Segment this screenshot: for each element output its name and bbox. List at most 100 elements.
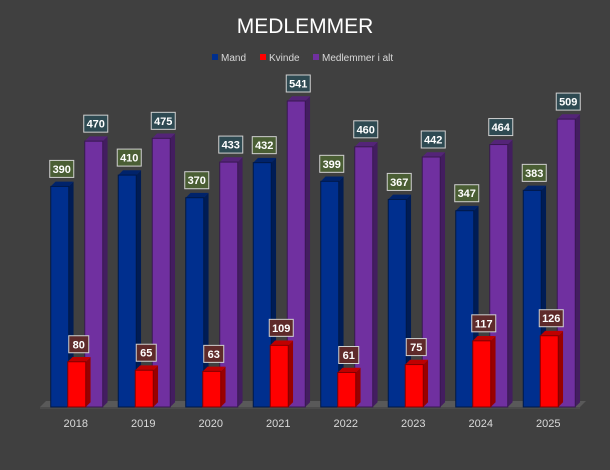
floor-edge bbox=[40, 407, 580, 409]
data-label-text: 80 bbox=[73, 339, 85, 351]
data-label-0-2022: 399 bbox=[319, 154, 345, 173]
data-label-text: 442 bbox=[424, 134, 442, 146]
data-label-box bbox=[268, 318, 294, 337]
data-label-box bbox=[203, 344, 225, 363]
data-label-0-2025: 383 bbox=[521, 163, 547, 182]
bar-side bbox=[305, 96, 311, 407]
data-label-box bbox=[555, 92, 581, 111]
data-label-text: 432 bbox=[255, 140, 273, 152]
data-label-1-2019: 65 bbox=[135, 343, 157, 362]
data-label-box bbox=[68, 335, 90, 354]
data-label-box bbox=[150, 111, 176, 130]
data-label-box bbox=[454, 184, 480, 203]
legend-swatch-2 bbox=[313, 54, 319, 60]
x-tick-label-2018: 2018 bbox=[64, 418, 88, 430]
bar-side bbox=[490, 336, 496, 407]
data-label-box bbox=[184, 171, 210, 190]
bar-front bbox=[185, 197, 205, 408]
x-tick-label-2020: 2020 bbox=[199, 418, 223, 430]
bar-top bbox=[540, 330, 564, 336]
data-label-box bbox=[49, 159, 75, 178]
bar-side bbox=[170, 133, 176, 407]
x-tick-label-2025: 2025 bbox=[536, 418, 560, 430]
data-label-box bbox=[386, 172, 412, 191]
bar-front bbox=[522, 189, 542, 408]
bar-top bbox=[388, 194, 412, 200]
data-label-1-2023: 75 bbox=[405, 338, 427, 357]
bar-top bbox=[219, 157, 243, 163]
data-label-box bbox=[420, 130, 446, 149]
data-label-text: 390 bbox=[53, 164, 71, 176]
data-label-text: 470 bbox=[87, 119, 105, 131]
bar-front bbox=[354, 146, 374, 408]
bar-top bbox=[422, 152, 446, 157]
data-label-box bbox=[319, 154, 345, 173]
x-axis-ticks: 2018 2019 2020 2021 2022 2023 2024 2025 bbox=[64, 418, 561, 430]
bar-front bbox=[50, 185, 70, 408]
bar-medlemmer-i-alt-2019 bbox=[151, 133, 176, 408]
bar-top bbox=[287, 96, 311, 101]
data-label-2-2022: 460 bbox=[353, 120, 379, 139]
data-label-2-2021: 541 bbox=[285, 74, 311, 93]
data-label-text: 460 bbox=[357, 124, 375, 136]
bar-front bbox=[320, 180, 340, 408]
data-label-box bbox=[405, 338, 427, 357]
chart-title: MEDLEMMER bbox=[237, 15, 374, 38]
bar-side bbox=[440, 152, 446, 407]
bar-kvinde-2020 bbox=[202, 366, 226, 408]
bar-top bbox=[152, 133, 176, 139]
data-label-1-2022: 61 bbox=[338, 345, 360, 364]
data-label-text: 75 bbox=[410, 342, 422, 354]
data-labels: 390 470 80 410 475 65 370 433 63 432 541 109 399 460 6… bbox=[49, 74, 581, 364]
bar-side bbox=[575, 114, 581, 408]
bar-side bbox=[558, 330, 564, 407]
bar-kvinde-2019 bbox=[134, 365, 159, 408]
bar-top bbox=[472, 336, 496, 341]
data-label-1-2018: 80 bbox=[68, 335, 90, 354]
data-label-box bbox=[488, 118, 514, 137]
data-label-text: 109 bbox=[272, 323, 290, 335]
bar-front bbox=[269, 344, 289, 408]
data-label-text: 509 bbox=[559, 97, 577, 109]
x-tick-label-2022: 2022 bbox=[334, 418, 358, 430]
floor-top bbox=[40, 401, 586, 407]
data-label-text: 65 bbox=[140, 348, 152, 360]
data-label-2-2023: 442 bbox=[420, 130, 446, 149]
data-label-text: 367 bbox=[390, 177, 408, 189]
bar-top bbox=[253, 157, 277, 163]
bar-top bbox=[135, 365, 159, 371]
bar-side bbox=[153, 365, 159, 407]
bar-front bbox=[404, 364, 424, 408]
bar-side bbox=[220, 366, 226, 407]
x-tick-label-2021: 2021 bbox=[266, 418, 290, 430]
bar-kvinde-2025 bbox=[539, 330, 564, 408]
data-label-0-2020: 370 bbox=[184, 171, 210, 190]
data-label-2-2024: 464 bbox=[488, 118, 514, 137]
data-label-box bbox=[471, 314, 497, 333]
bars bbox=[50, 96, 581, 408]
bar-front bbox=[387, 198, 407, 408]
data-label-box bbox=[521, 163, 547, 182]
data-label-text: 61 bbox=[343, 350, 355, 362]
bar-side bbox=[237, 157, 243, 407]
data-label-text: 475 bbox=[154, 116, 172, 128]
data-label-text: 347 bbox=[458, 188, 476, 200]
bar-top bbox=[270, 340, 294, 346]
bar-front bbox=[202, 370, 222, 408]
data-label-text: 433 bbox=[222, 140, 240, 152]
bar-front bbox=[67, 361, 87, 408]
bar-top bbox=[489, 139, 513, 145]
data-label-text: 126 bbox=[542, 313, 560, 325]
data-label-2-2025: 509 bbox=[555, 92, 581, 111]
legend-label-1: Kvinde bbox=[269, 53, 300, 64]
data-label-2-2019: 475 bbox=[150, 111, 176, 130]
data-label-box bbox=[116, 148, 142, 167]
x-tick-label-2024: 2024 bbox=[469, 418, 493, 430]
bar-top bbox=[67, 356, 91, 362]
data-label-box bbox=[218, 135, 244, 154]
data-label-1-2025: 126 bbox=[538, 309, 564, 328]
bar-front bbox=[539, 335, 559, 408]
bar-kvinde-2022 bbox=[337, 367, 361, 408]
data-label-box bbox=[285, 74, 311, 93]
data-label-0-2024: 347 bbox=[454, 184, 480, 203]
